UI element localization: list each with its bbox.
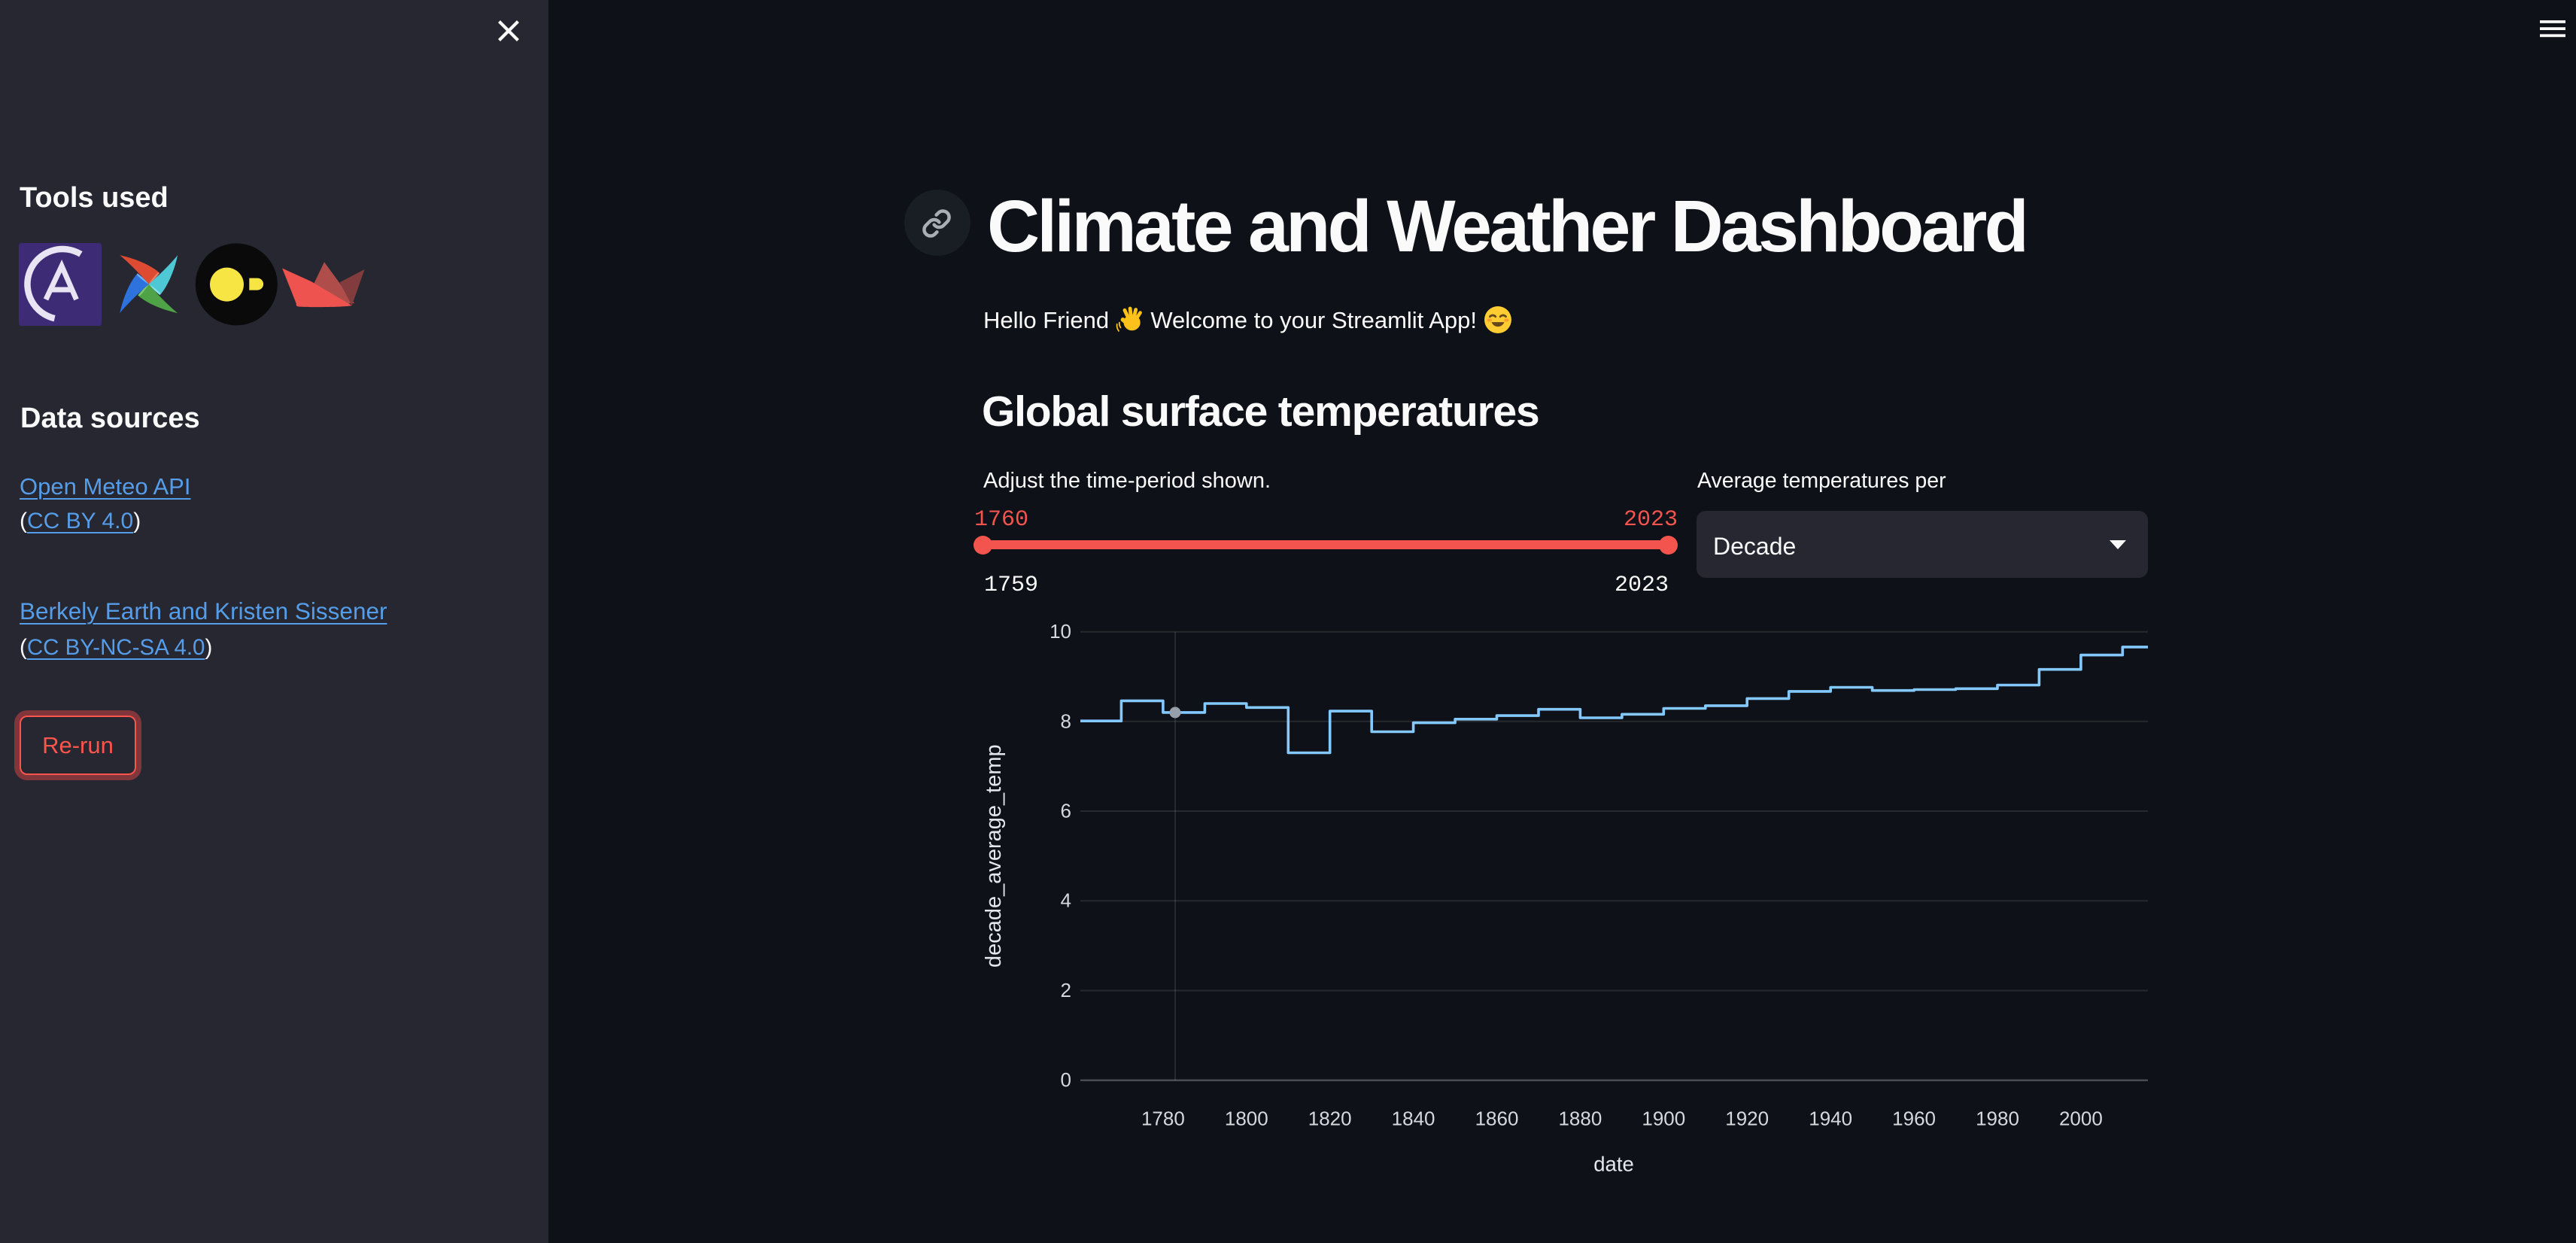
svg-text:1980: 1980	[1976, 1107, 2019, 1129]
svg-text:2: 2	[1061, 979, 1071, 1001]
svg-text:date: date	[1593, 1152, 1634, 1175]
svg-text:6: 6	[1061, 800, 1071, 822]
svg-text:1960: 1960	[1892, 1107, 1936, 1129]
svg-text:1820: 1820	[1308, 1107, 1352, 1129]
svg-text:0: 0	[1061, 1068, 1071, 1091]
svg-text:1860: 1860	[1475, 1107, 1519, 1129]
svg-text:1940: 1940	[1809, 1107, 1852, 1129]
svg-text:1880: 1880	[1558, 1107, 1602, 1129]
svg-text:1900: 1900	[1642, 1107, 1685, 1129]
svg-text:8: 8	[1061, 710, 1071, 732]
svg-text:4: 4	[1061, 889, 1071, 912]
svg-text:1780: 1780	[1141, 1107, 1185, 1129]
svg-text:decade_average_temp: decade_average_temp	[982, 744, 1006, 968]
svg-text:1800: 1800	[1225, 1107, 1268, 1129]
svg-text:10: 10	[1050, 620, 1071, 643]
svg-text:1920: 1920	[1725, 1107, 1769, 1129]
svg-text:2000: 2000	[2059, 1107, 2103, 1129]
svg-text:1840: 1840	[1392, 1107, 1435, 1129]
